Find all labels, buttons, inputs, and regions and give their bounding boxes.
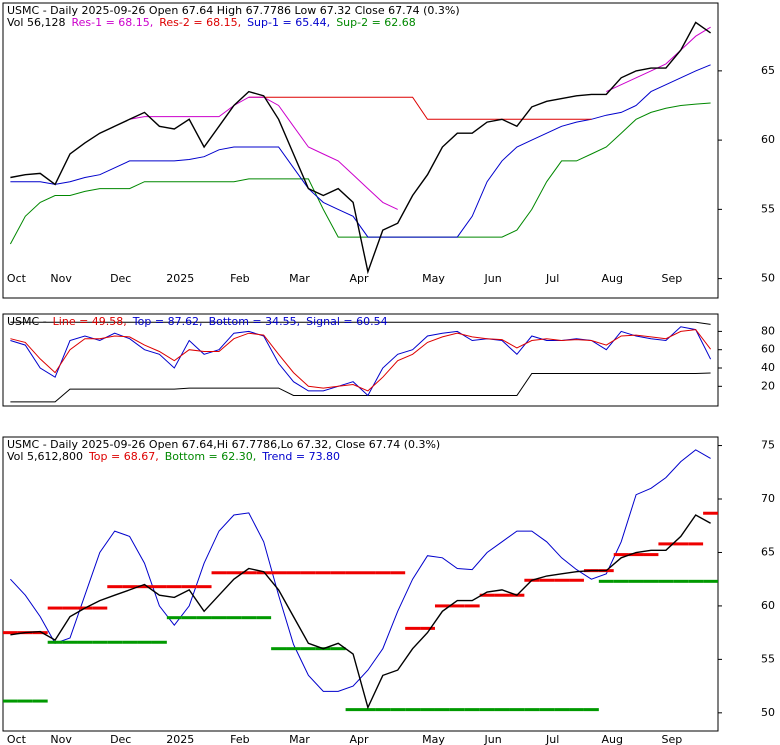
x-tick-label: Sep (661, 733, 682, 745)
header-item: Bottom = 62.30, (165, 450, 257, 463)
x-tick-label: 2025 (166, 733, 194, 745)
x-tick-label: 2025 (166, 272, 194, 285)
x-tick-label: Dec (110, 733, 131, 745)
header-line: USMC - Daily 2025-09-26 Open 67.64 High … (7, 4, 460, 17)
header-item: USMC - Daily 2025-09-26 Open 67.64,Hi 67… (7, 438, 440, 451)
series-line (248, 96, 592, 120)
x-tick-label: Mar (289, 733, 310, 745)
header-line: Vol 56,128 Res-1 = 68.15, Res-2 = 68.15, Su… (7, 16, 416, 29)
header-item: Bottom = 34.55, (209, 315, 301, 328)
y-tick-label: 55 (761, 202, 775, 215)
header-item: Vol 56,128 (7, 16, 65, 29)
header-item: Top = 87.62, (132, 315, 203, 328)
panel-frame (2, 436, 719, 732)
y-tick-label: 50 (761, 272, 775, 285)
x-tick-label: May (422, 272, 445, 285)
x-tick-label: Nov (50, 733, 72, 745)
x-tick-label: Feb (230, 733, 249, 745)
x-tick-label: Dec (110, 272, 131, 285)
y-tick-label: 55 (761, 652, 775, 665)
x-tick-label: Sep (661, 272, 682, 285)
x-tick-label: Mar (289, 272, 310, 285)
x-tick-label: Feb (230, 272, 249, 285)
y-tick-label: 80 (761, 324, 775, 337)
header-item: USMC - (7, 315, 47, 328)
y-tick-label: 75 (761, 439, 775, 452)
header-item: Vol 5,612,800 (7, 450, 83, 463)
header-item: Sup-1 = 65.44, (247, 16, 330, 29)
series-line (10, 514, 711, 710)
header-item: Signal = 60.54 (306, 315, 388, 328)
series-line (10, 321, 711, 325)
x-tick-label: Apr (350, 733, 370, 745)
x-tick-label: Jun (484, 733, 502, 745)
x-tick-label: Jul (545, 733, 559, 745)
header-line: USMC - Daily 2025-09-26 Open 67.64,Hi 67… (7, 438, 440, 451)
y-tick-label: 65 (761, 64, 775, 77)
x-tick-label: Jun (484, 272, 502, 285)
series-line (10, 372, 711, 403)
y-tick-label: 20 (761, 379, 775, 392)
y-tick-label: 60 (761, 133, 775, 146)
y-tick-label: 60 (761, 343, 775, 356)
panel-frame (2, 2, 719, 299)
y-tick-label: 65 (761, 545, 775, 558)
series-line (10, 449, 711, 692)
x-tick-label: Jul (545, 272, 559, 285)
header-item: Res-1 = 68.15, (71, 16, 153, 29)
panel-frame (2, 313, 719, 407)
header-item: Line = 49.58, (53, 315, 127, 328)
x-tick-label: Nov (50, 272, 72, 285)
series-line (10, 64, 711, 238)
y-tick-label: 60 (761, 599, 775, 612)
header-item: Sup-2 = 62.68 (336, 16, 416, 29)
series-line (10, 329, 711, 392)
series-line (10, 326, 712, 397)
header-line: Vol 5,612,800 Top = 68.67, Bottom = 62.30,… (7, 450, 340, 463)
y-tick-label: 70 (761, 492, 775, 505)
x-tick-label: Apr (350, 272, 370, 285)
x-tick-label: Oct (7, 733, 27, 745)
header-line: USMC - Line = 49.58, Top = 87.62, Bottom = … (7, 315, 388, 328)
header-item: USMC - Daily 2025-09-26 Open 67.64 High … (7, 4, 460, 17)
x-tick-label: May (422, 733, 445, 745)
y-tick-label: 50 (761, 706, 775, 719)
y-tick-label: 40 (761, 361, 775, 374)
header-item: Top = 68.67, (88, 450, 159, 463)
x-tick-label: Aug (602, 272, 623, 285)
series-line (10, 21, 712, 275)
header-item: Trend = 73.80 (261, 450, 340, 463)
x-tick-label: Aug (602, 733, 623, 745)
x-tick-label: Oct (7, 272, 27, 285)
header-item: Res-2 = 68.15, (159, 16, 241, 29)
